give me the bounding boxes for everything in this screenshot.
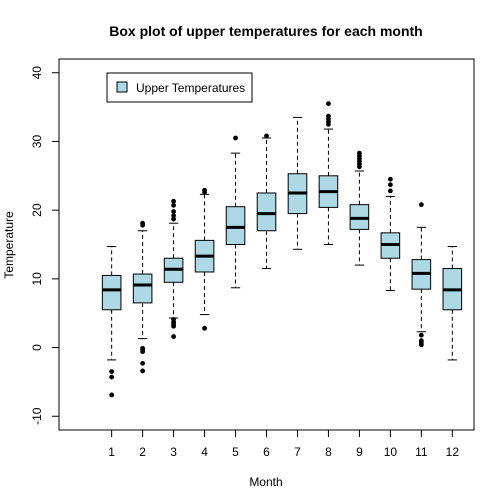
y-tick-label: 40 <box>30 66 44 80</box>
outlier-point <box>171 202 176 208</box>
x-tick-label: 5 <box>232 445 239 459</box>
legend-label: Upper Temperatures <box>136 81 245 95</box>
box-month-5 <box>225 135 246 289</box>
x-tick-label: 1 <box>108 445 115 459</box>
x-tick-label: 10 <box>384 445 398 459</box>
outlier-point <box>418 332 424 338</box>
chart-title: Box plot of upper temperatures for each … <box>109 23 422 39</box>
outlier-point <box>171 216 176 222</box>
y-tick-label: 20 <box>30 203 44 217</box>
iqr-box <box>256 192 277 232</box>
outlier-point <box>264 133 269 139</box>
outlier-point <box>326 101 331 107</box>
legend-swatch <box>116 81 128 93</box>
box-series <box>101 101 463 398</box>
legend-box <box>106 72 253 103</box>
box-month-9 <box>349 150 370 266</box>
x-tick-label: 7 <box>294 445 301 459</box>
x-tick-label: 3 <box>170 445 177 459</box>
x-tick-label: 9 <box>356 445 363 459</box>
y-tick-label: -10 <box>30 407 44 425</box>
outlier-point <box>233 135 238 141</box>
iqr-box <box>225 206 246 246</box>
y-tick-label: 10 <box>30 272 44 286</box>
outlier-point <box>418 202 424 208</box>
outlier-point <box>109 392 115 398</box>
x-tick-label: 11 <box>415 445 428 459</box>
box-month-2 <box>132 220 153 374</box>
outlier-point <box>140 360 146 366</box>
box-month-4 <box>194 187 215 331</box>
outlier-point <box>387 182 393 188</box>
iqr-box <box>132 273 153 304</box>
outlier-point <box>171 334 176 339</box>
outlier-point <box>109 369 115 375</box>
x-tick-label: 8 <box>325 445 332 459</box>
box-month-11 <box>411 202 432 348</box>
box-month-3 <box>163 198 184 339</box>
box-month-12 <box>442 246 463 361</box>
x-tick-label: 6 <box>263 445 270 459</box>
outlier-point <box>171 213 176 219</box>
x-axis-label: Month <box>249 475 282 489</box>
outlier-point <box>140 220 146 226</box>
outlier-point <box>202 187 207 193</box>
outlier-point <box>171 323 176 329</box>
outlier-point <box>357 150 362 156</box>
outlier-point <box>418 342 424 348</box>
box-month-10 <box>380 176 401 292</box>
outlier-point <box>326 113 331 119</box>
box-month-6 <box>256 133 277 270</box>
x-tick-label: 4 <box>201 445 208 459</box>
outlier-point <box>140 368 146 374</box>
box-month-8 <box>318 101 339 245</box>
y-axis: -10 0 10 20 30 40 <box>30 66 60 425</box>
y-tick-label: 0 <box>30 344 44 351</box>
x-tick-label: 2 <box>139 445 146 459</box>
outlier-point <box>387 188 393 194</box>
outlier-point <box>171 198 176 204</box>
x-axis: 1 2 3 4 5 6 7 8 9 10 11 12 <box>108 429 460 459</box>
outlier-point <box>387 176 393 182</box>
legend: Upper Temperatures <box>106 72 253 103</box>
box-month-1 <box>101 246 122 398</box>
outlier-point <box>109 374 115 380</box>
y-tick-label: 30 <box>30 134 44 148</box>
outlier-point <box>171 209 176 214</box>
outlier-point <box>202 325 207 331</box>
y-axis-label: Temperature <box>2 211 16 279</box>
iqr-box <box>101 274 122 311</box>
outlier-point <box>140 349 146 355</box>
box-month-7 <box>287 116 308 250</box>
x-tick-label: 12 <box>446 445 460 459</box>
